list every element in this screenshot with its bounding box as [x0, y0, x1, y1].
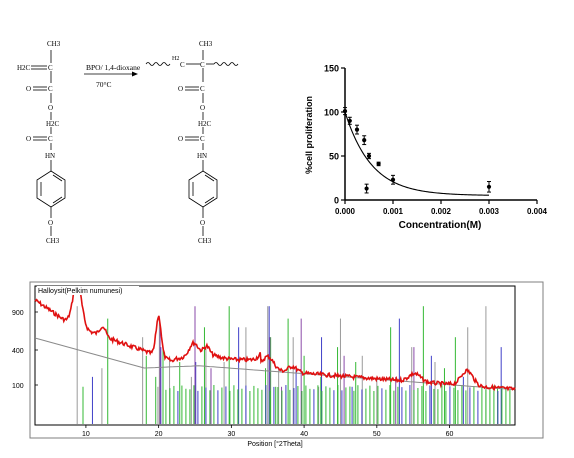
x-axis-label: Concentration(M) — [399, 220, 482, 231]
atom-label: O — [178, 135, 183, 143]
ring-double-bond — [52, 196, 63, 204]
atom-label: O — [48, 104, 53, 112]
point-marker — [366, 153, 372, 159]
data-point — [486, 181, 492, 193]
xrd-plot-area — [34, 285, 516, 426]
xrd-chart: 100 400 900 10 20 30 40 50 60 Halloysit(Pelkim … — [12, 281, 544, 448]
atom-label: C — [48, 64, 53, 72]
reaction-scheme: CH3 H2C C C O O H2C C O HN O CH3 BPO/ 1,… — [17, 40, 239, 245]
atom-label: C — [200, 61, 205, 69]
product-structure — [145, 50, 239, 236]
data-point — [354, 124, 360, 135]
ring-double-bond — [52, 174, 63, 182]
x-tick-label: 40 — [300, 431, 308, 438]
data-point — [342, 107, 348, 116]
point-marker — [342, 109, 348, 114]
reference-lines — [76, 306, 511, 424]
x-tick-label: 30 — [227, 431, 235, 438]
y-tick-label: 0 — [334, 196, 339, 206]
fit-curve — [344, 111, 490, 196]
x-tick-label: 0.004 — [527, 207, 548, 216]
y-ticks: 0 50 100 150 — [324, 64, 345, 206]
atom-label: CH3 — [198, 237, 212, 245]
atom-label: O — [200, 219, 205, 227]
atom-label: O — [178, 85, 183, 93]
x-tick-label: 0.000 — [335, 207, 356, 216]
reaction-arrow: BPO/ 1,4-dioxane 70°C — [84, 63, 141, 89]
polymer-chain-wavy — [213, 62, 239, 66]
y-axis-label: %cell proliferation — [304, 96, 314, 174]
proliferation-chart: 0 50 100 150 0.000 0.001 0.002 0.003 0.004 Conc… — [304, 64, 548, 232]
atom-label: C — [48, 135, 53, 143]
atom-label: CH3 — [199, 40, 213, 48]
atom-label: CH3 — [46, 237, 60, 245]
ring-double-bond — [204, 174, 215, 182]
y-ticks: 100 400 900 — [12, 310, 38, 390]
data-point — [364, 183, 369, 194]
data-point — [366, 152, 372, 160]
atom-label: O — [26, 85, 31, 93]
x-tick-label: 10 — [82, 431, 90, 438]
x-tick-label: 20 — [155, 431, 163, 438]
diffraction-trace — [34, 287, 516, 392]
atom-label: HN — [45, 152, 55, 160]
atom-label: C — [200, 85, 205, 93]
ring-double-bond — [204, 196, 215, 204]
y-tick-label: 50 — [329, 152, 339, 162]
y-tick-label: 100 — [324, 108, 339, 118]
product-labels: CH3 H2 C C C O O H2C C O HN O CH3 — [172, 40, 213, 245]
atom-label: C — [48, 85, 53, 93]
reactant-labels: CH3 H2C C C O O H2C C O HN O CH3 — [17, 40, 61, 245]
x-tick-label: 0.003 — [479, 207, 500, 216]
atom-label: H2 — [172, 56, 179, 62]
x-ticks: 10 20 30 40 50 60 — [82, 425, 454, 438]
atom-label: HN — [197, 152, 207, 160]
atom-label: O — [26, 135, 31, 143]
y-tick-label: 900 — [12, 310, 24, 317]
atom-label: CH3 — [47, 40, 61, 48]
data-points — [342, 107, 492, 194]
atom-label: C — [200, 135, 205, 143]
x-tick-label: 0.001 — [383, 207, 404, 216]
point-marker — [347, 118, 352, 123]
atom-label: C — [180, 61, 185, 69]
atom-label: H2C — [198, 120, 212, 128]
polymer-chain-wavy — [145, 62, 171, 66]
data-point — [362, 135, 367, 146]
point-marker — [390, 177, 396, 182]
atom-label: O — [200, 104, 205, 112]
atom-label: H2C — [17, 64, 31, 72]
sample-label: Halloysit(Pelkim numunesi) — [38, 288, 122, 295]
y-tick-label: 400 — [12, 348, 24, 355]
reactant-structure — [31, 50, 66, 236]
point-marker — [354, 127, 360, 132]
y-tick-label: 100 — [12, 383, 24, 390]
atom-label: O — [48, 219, 53, 227]
reaction-conditions-solvent: BPO/ 1,4-dioxane — [86, 63, 141, 72]
arrowhead-icon — [132, 71, 138, 77]
x-ticks: 0.000 0.001 0.002 0.003 0.004 — [335, 200, 548, 216]
point-marker — [376, 161, 381, 167]
x-tick-label: 60 — [446, 431, 454, 438]
x-tick-label: 0.002 — [431, 207, 452, 216]
x-axis-label: Position [°2Theta] — [247, 440, 302, 448]
atom-label: H2C — [46, 120, 60, 128]
data-point — [347, 116, 352, 125]
sample-label-box — [37, 286, 139, 295]
point-marker — [362, 138, 367, 143]
y-tick-label: 150 — [324, 64, 339, 74]
data-point — [390, 174, 396, 185]
data-point — [376, 161, 381, 167]
reaction-conditions-temperature: 70°C — [96, 80, 112, 89]
point-marker — [364, 186, 369, 191]
point-marker — [486, 184, 492, 189]
x-tick-label: 50 — [373, 431, 381, 438]
